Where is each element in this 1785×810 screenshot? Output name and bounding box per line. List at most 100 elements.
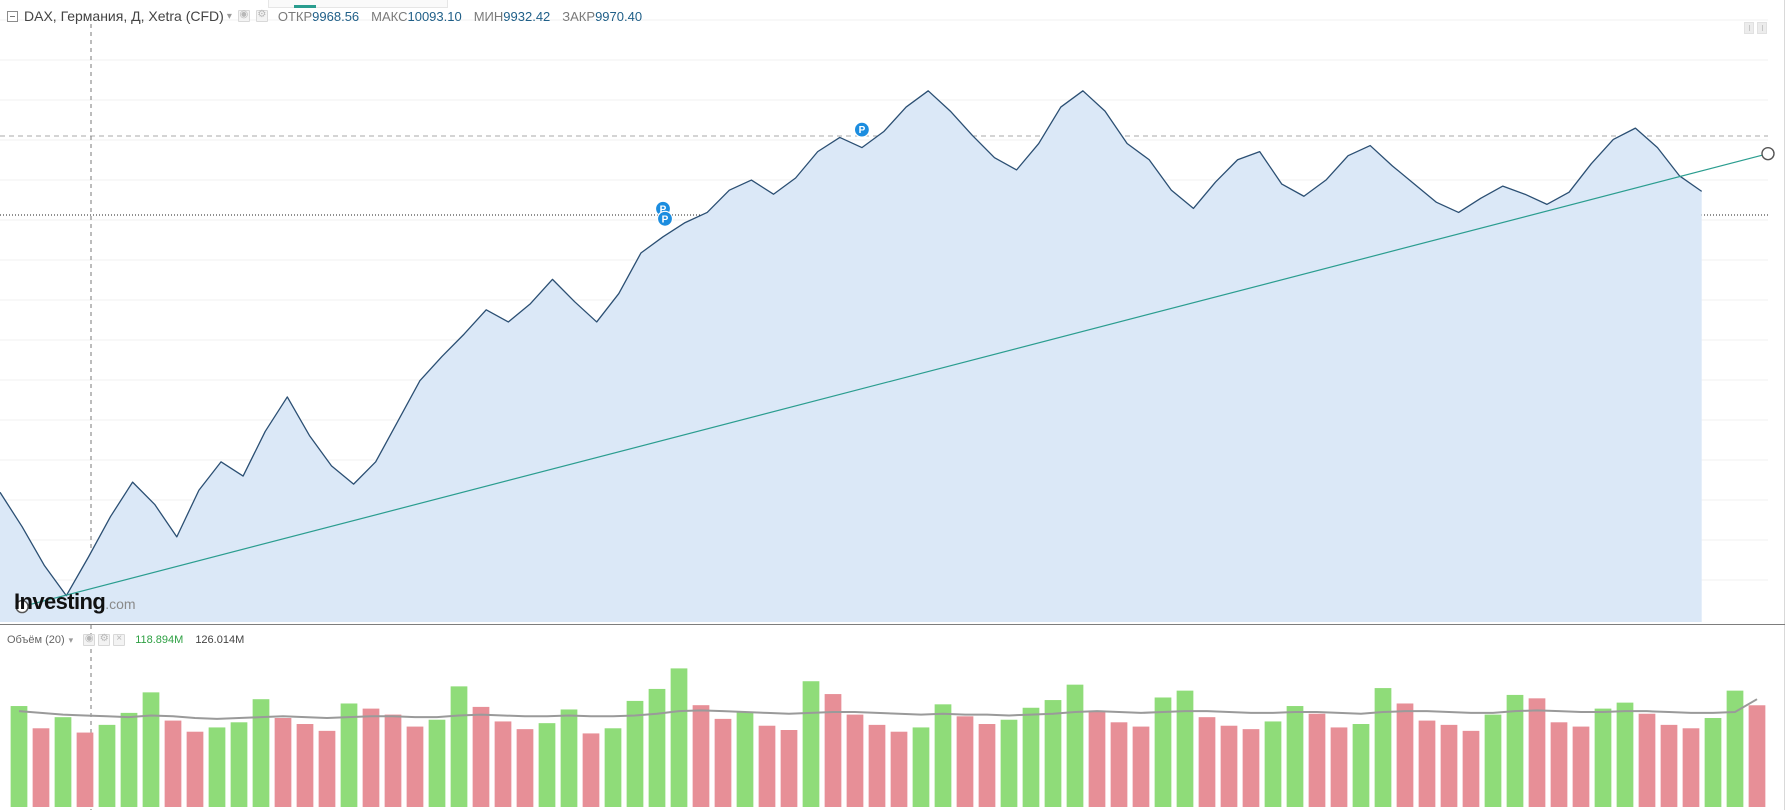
trendline [21, 153, 1769, 608]
volume-bar [934, 704, 952, 807]
volume-bar [472, 706, 490, 807]
event-marker[interactable]: P [853, 121, 871, 138]
volume-bar [340, 703, 358, 807]
pane-divider[interactable] [0, 624, 1785, 625]
ohlc-open: ОТКР 9968.56 [278, 9, 359, 24]
volume-bar [32, 728, 50, 807]
volume-bar [1616, 702, 1634, 807]
investing-watermark: Investing.com [14, 591, 136, 613]
top-strip [268, 0, 448, 8]
volume-bar [1374, 688, 1392, 807]
volume-bar [978, 724, 996, 807]
volume-bar [1440, 724, 1458, 807]
volume-bar [1198, 717, 1216, 807]
chevron-down-icon[interactable]: ▾ [68, 634, 74, 645]
pane-control-icon[interactable] [1757, 22, 1767, 34]
gear-icon[interactable] [98, 633, 111, 646]
volume-title[interactable]: Объём (20) [7, 634, 65, 646]
gear-icon[interactable] [255, 9, 268, 22]
volume-bar [142, 692, 160, 807]
volume-bar [670, 668, 688, 807]
pane-control-icon[interactable] [1744, 22, 1754, 34]
volume-bar [1506, 694, 1524, 807]
volume-bar [1484, 714, 1502, 807]
volume-bar [516, 729, 534, 807]
volume-bar [1726, 690, 1744, 807]
trendline-start-handle[interactable] [15, 599, 29, 614]
volume-bar [318, 730, 336, 807]
volume-bar [1242, 729, 1260, 807]
volume-bar [1132, 726, 1150, 807]
volume-bar [1704, 718, 1722, 807]
event-marker-circle[interactable] [656, 210, 674, 227]
volume-bar [1022, 707, 1040, 807]
symbol-title[interactable]: DAX, Германия, Д, Xetra (CFD) [24, 8, 224, 24]
ohlc-high: МАКС 10093.10 [371, 9, 462, 24]
volume-bar [846, 714, 864, 807]
volume-bar [1352, 724, 1370, 807]
event-marker[interactable]: P [656, 210, 674, 227]
volume-bar [1154, 697, 1172, 807]
volume-bar [428, 719, 446, 807]
ohlc-high-label: МАКС [371, 8, 408, 24]
volume-bar [780, 730, 798, 807]
ohlc-low-label: МИН [473, 8, 504, 24]
volume-bar [824, 694, 842, 807]
ohlc-close: ЗАКР 9970.40 [562, 9, 642, 24]
volume-bar [450, 686, 468, 807]
event-marker-label: P [859, 125, 866, 136]
ohlc-low: МИН 9932.42 [474, 9, 551, 24]
volume-bar [626, 700, 644, 807]
volume-bar [714, 718, 732, 807]
volume-bar [1088, 711, 1106, 807]
volume-controls [83, 633, 126, 646]
pane-controls [1744, 22, 1767, 34]
event-marker-label: P [660, 204, 667, 215]
ohlc-open-label: ОТКР [277, 8, 313, 24]
volume-bar [98, 724, 116, 807]
collapse-icon[interactable] [7, 10, 18, 22]
volume-bar [494, 721, 512, 807]
volume-bar [560, 709, 578, 807]
volume-current-value: 118.894M [135, 634, 184, 646]
volume-bar [1176, 690, 1194, 807]
volume-bar [890, 731, 908, 807]
ohlc-high-value: 10093.10 [407, 8, 462, 24]
ohlc-close-value: 9970.40 [595, 8, 643, 24]
volume-bar [1594, 708, 1612, 807]
volume-bar [604, 728, 622, 807]
volume-bar [384, 714, 402, 807]
volume-bar [230, 722, 248, 807]
event-marker-circle[interactable] [853, 121, 871, 138]
volume-bar [538, 723, 556, 807]
volume-bar [1418, 720, 1436, 807]
watermark-suffix: .com [105, 596, 136, 612]
volume-bar [1044, 700, 1062, 807]
volume-bar [1330, 727, 1348, 807]
trendline-end-handle[interactable] [1761, 146, 1775, 161]
volume-bar [1264, 721, 1282, 807]
volume-bar [208, 727, 226, 807]
volume-bar [868, 724, 886, 807]
volume-bar [692, 705, 710, 807]
close-icon[interactable] [113, 633, 126, 646]
volume-ma-line [18, 698, 1758, 720]
price-pane[interactable]: PPP DAX, Германия, Д, Xetra (CFD) ▾ ОТКР… [0, 0, 1785, 624]
volume-bar [582, 733, 600, 807]
eye-icon[interactable] [83, 633, 96, 646]
volume-bar [1550, 722, 1568, 807]
eye-icon[interactable] [237, 9, 250, 22]
volume-bar [736, 712, 754, 807]
volume-bar [1110, 722, 1128, 807]
volume-bar [758, 725, 776, 807]
top-strip-accent [294, 5, 316, 8]
ohlc-close-label: ЗАКР [562, 8, 596, 24]
volume-bar [1396, 703, 1414, 807]
event-marker-label: P [662, 214, 669, 225]
volume-pane[interactable]: Объём (20) ▾ 118.894M 126.014M [0, 625, 1785, 810]
chevron-down-icon[interactable]: ▾ [226, 10, 232, 22]
ohlc-open-value: 9968.56 [312, 8, 360, 24]
volume-bar [362, 708, 380, 807]
volume-bar [1682, 728, 1700, 807]
